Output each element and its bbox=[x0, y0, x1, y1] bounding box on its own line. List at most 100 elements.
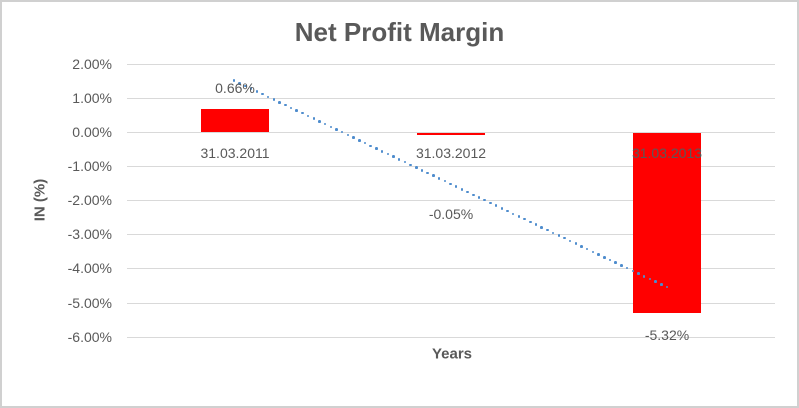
trendline-dot bbox=[489, 201, 492, 205]
data-label: -0.05% bbox=[428, 206, 474, 222]
y-gridline bbox=[127, 268, 775, 270]
trendline-dot bbox=[523, 217, 526, 221]
y-axis-title: IN (%) bbox=[31, 178, 49, 222]
data-bar bbox=[201, 109, 269, 132]
data-label: -5.32% bbox=[644, 327, 690, 343]
y-axis-tick-label: 0.00% bbox=[72, 123, 112, 140]
trendline-dot bbox=[335, 128, 338, 131]
trendline-dot bbox=[511, 212, 515, 216]
trendline-dot bbox=[386, 152, 390, 156]
trendline-dot bbox=[323, 122, 327, 126]
chart-title: Net Profit Margin bbox=[294, 17, 505, 47]
trendline-dot bbox=[443, 179, 447, 183]
trendline-dot bbox=[580, 245, 583, 248]
y-axis-tick-label: -1.00% bbox=[67, 157, 112, 174]
trendline-dot bbox=[375, 147, 378, 150]
y-axis-tick-label: -3.00% bbox=[67, 226, 112, 243]
trendline-dot bbox=[483, 198, 486, 202]
trendline-dot bbox=[625, 266, 629, 270]
y-gridline bbox=[127, 200, 775, 202]
y-axis-tick-label: 2.00% bbox=[72, 55, 112, 72]
trendline-dot bbox=[608, 258, 612, 262]
y-gridline bbox=[127, 165, 775, 167]
trendline-dot bbox=[301, 111, 304, 115]
trendline-dot bbox=[574, 242, 578, 245]
trendline-dot bbox=[255, 90, 259, 93]
trendline-dot bbox=[312, 117, 316, 120]
trendline-dot bbox=[244, 84, 247, 88]
y-axis-tick-label: -5.00% bbox=[67, 294, 112, 311]
trendline-dot bbox=[358, 139, 361, 142]
trendline-dot bbox=[306, 114, 310, 118]
trendline-dot bbox=[272, 98, 276, 101]
y-axis-tick-label: 1.00% bbox=[72, 89, 112, 106]
trendline-dot bbox=[654, 280, 657, 283]
trendline-dot bbox=[603, 256, 606, 259]
trendline-dot bbox=[614, 261, 617, 264]
y-gridline bbox=[127, 63, 775, 65]
trendline-dot bbox=[249, 87, 253, 90]
trendline-dot bbox=[466, 190, 469, 194]
trendline-dot bbox=[284, 103, 287, 107]
trendline-dot bbox=[318, 120, 321, 123]
trendline-dot bbox=[568, 239, 572, 243]
trendline-dot bbox=[591, 250, 595, 254]
trendline-dot bbox=[585, 247, 589, 251]
trendline-dot bbox=[620, 264, 623, 267]
trendline-dot bbox=[238, 82, 241, 85]
trendline-dot bbox=[534, 223, 538, 226]
trendline-dot bbox=[261, 92, 264, 96]
trendline-dot bbox=[415, 166, 418, 169]
trendline-dot bbox=[329, 125, 333, 129]
x-axis-title: Years bbox=[431, 345, 473, 363]
trendline-dot bbox=[551, 231, 555, 235]
y-axis-tick-label: -2.00% bbox=[67, 192, 112, 209]
data-bar bbox=[633, 132, 701, 314]
trendline-dot bbox=[540, 226, 543, 229]
trendline-dot bbox=[380, 150, 384, 153]
trendline-dot bbox=[529, 220, 532, 224]
trendline-dot bbox=[278, 101, 281, 104]
category-axis-label: 31.03.2011 bbox=[200, 145, 270, 161]
trendline-dot bbox=[437, 177, 441, 180]
trendline-dot bbox=[460, 188, 464, 191]
trendline-dot bbox=[346, 133, 350, 137]
trendline-dot bbox=[409, 163, 412, 167]
trendline-dot bbox=[563, 236, 566, 240]
trendline-dot bbox=[232, 79, 236, 82]
trendline-dot bbox=[295, 109, 298, 112]
trendline-dot bbox=[642, 275, 646, 278]
trendline-dot bbox=[403, 160, 407, 164]
data-bar bbox=[417, 132, 485, 135]
trendline-dot bbox=[494, 204, 498, 207]
y-axis-tick-label: -4.00% bbox=[67, 260, 112, 277]
trendline-dot bbox=[340, 130, 344, 134]
trendline-dot bbox=[517, 215, 521, 218]
y-gridline bbox=[127, 234, 775, 236]
category-axis-label: 31.03.2012 bbox=[415, 145, 487, 161]
y-axis-tick-label: -6.00% bbox=[67, 328, 112, 345]
trendline-dot bbox=[449, 182, 452, 186]
trendline-dot bbox=[454, 185, 458, 188]
trendline-dot bbox=[597, 253, 600, 256]
y-gridline bbox=[127, 302, 775, 304]
trendline-dot bbox=[432, 174, 435, 177]
y-gridline bbox=[127, 97, 775, 99]
trendline-dot bbox=[665, 285, 669, 289]
trendline-dot bbox=[500, 207, 504, 210]
trendline-dot bbox=[557, 234, 561, 237]
data-label: 0.66% bbox=[215, 80, 255, 96]
trendline-dot bbox=[546, 228, 549, 232]
trendline-dot bbox=[397, 158, 401, 161]
trendline-dot bbox=[266, 95, 270, 99]
trendline-dot bbox=[289, 106, 293, 110]
trendline-dot bbox=[472, 193, 475, 197]
trendline-dot bbox=[637, 272, 640, 275]
trendline-dot bbox=[660, 283, 663, 286]
trendline-dot bbox=[631, 269, 635, 273]
trendline-dot bbox=[648, 277, 652, 281]
y-gridline bbox=[127, 336, 775, 338]
trendline-dot bbox=[506, 209, 509, 213]
trendline-dot bbox=[426, 171, 429, 175]
